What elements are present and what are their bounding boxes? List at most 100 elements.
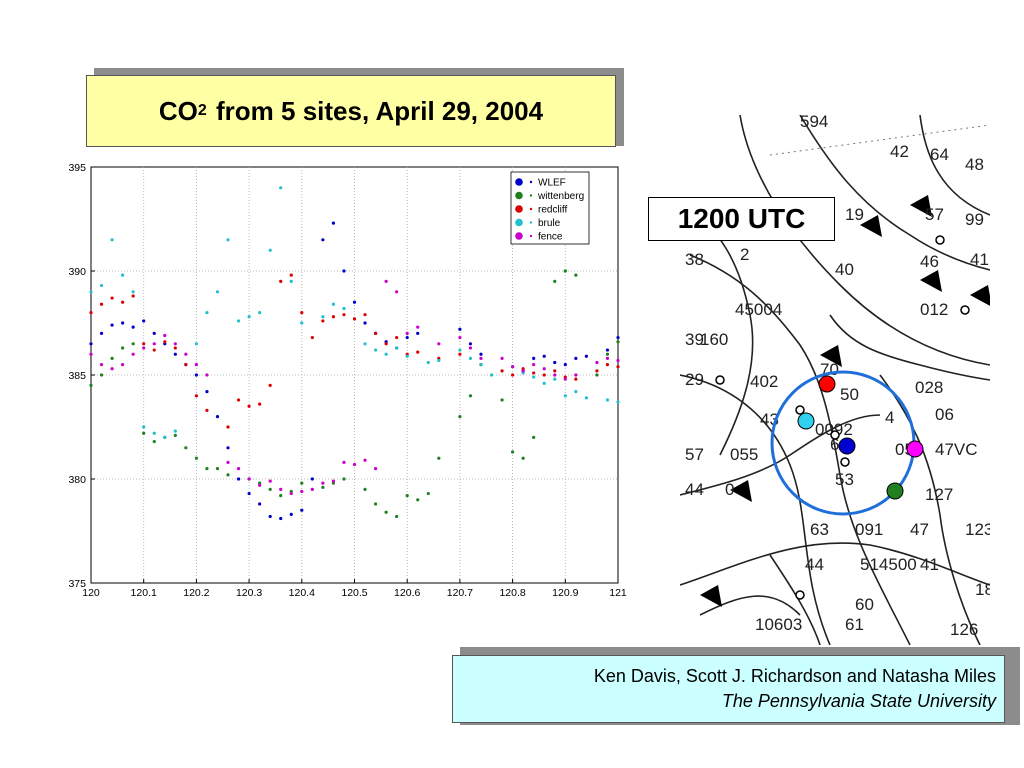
data-point — [416, 498, 420, 502]
data-point — [542, 381, 546, 385]
series-redcliff — [89, 273, 620, 429]
data-point — [268, 487, 272, 491]
co2-scatter-chart: 120 120.1 120.2 120.3 120.4 120.5 120.6 120.7 12… — [68, 162, 627, 599]
station-label: 160 — [700, 330, 728, 349]
data-point — [373, 467, 378, 471]
data-point — [595, 373, 599, 377]
data-point — [363, 342, 367, 346]
front-symbol — [700, 585, 722, 607]
station-label: 45004 — [735, 300, 782, 319]
data-point — [342, 460, 346, 464]
data-point — [574, 390, 578, 394]
isobar-line — [769, 554, 821, 645]
data-point — [310, 477, 314, 481]
data-point — [89, 352, 93, 356]
data-point — [152, 342, 156, 346]
data-point — [426, 360, 430, 365]
station-label: 57 — [925, 205, 944, 224]
data-point — [142, 425, 146, 429]
data-point — [542, 354, 546, 358]
data-point — [205, 373, 209, 377]
station-circle — [840, 457, 850, 467]
legend-label: fence — [538, 232, 563, 243]
data-point — [511, 373, 515, 377]
data-point — [205, 408, 209, 412]
data-point — [99, 302, 104, 306]
data-point — [373, 348, 378, 352]
data-point — [89, 342, 93, 346]
data-point — [184, 446, 188, 450]
data-point — [405, 494, 409, 498]
x-tick-label: 121 — [609, 587, 627, 599]
data-point — [268, 514, 272, 519]
x-tick-label: 120.6 — [394, 587, 420, 599]
data-point — [226, 460, 230, 464]
front-symbol — [970, 285, 990, 306]
data-point — [553, 373, 557, 377]
station-label: 42 — [890, 142, 909, 161]
station-label: 46 — [920, 252, 939, 271]
data-point — [121, 300, 125, 304]
data-point — [584, 396, 588, 400]
front-symbol — [910, 195, 932, 217]
data-point — [300, 508, 304, 512]
data-point — [142, 431, 146, 435]
data-point — [574, 377, 578, 381]
series-fence — [89, 279, 620, 496]
data-point — [468, 394, 473, 398]
data-point — [300, 481, 304, 485]
slide-title: CO 2 from 5 sites, April 29, 2004 — [86, 75, 616, 147]
station-label: 39 — [685, 330, 704, 349]
data-point — [331, 479, 336, 483]
data-point — [226, 238, 230, 242]
isobar-line — [689, 254, 911, 645]
station-label: 402 — [750, 372, 778, 391]
data-point — [184, 363, 188, 367]
data-point — [163, 333, 167, 338]
data-point — [500, 369, 504, 373]
data-point — [416, 325, 420, 329]
station-label: 2 — [740, 245, 749, 264]
data-point — [110, 238, 114, 242]
title-co: CO — [158, 95, 198, 126]
station-label: 47VC — [935, 440, 978, 459]
x-tick-label: 120.9 — [552, 587, 578, 599]
station-label: 514500 — [860, 555, 917, 574]
station-label: 40 — [835, 260, 854, 279]
y-tick-label: 380 — [68, 474, 86, 486]
data-point — [605, 398, 610, 402]
data-point — [458, 352, 462, 356]
data-point — [194, 373, 198, 377]
isobar-line — [680, 414, 881, 496]
data-point — [363, 487, 367, 491]
data-point — [532, 363, 536, 367]
data-point — [236, 467, 241, 471]
data-point — [458, 348, 462, 352]
data-point — [500, 356, 504, 360]
data-point — [373, 502, 378, 506]
data-point — [205, 311, 209, 315]
data-point — [121, 273, 125, 277]
data-point — [373, 331, 378, 335]
legend-marker — [515, 218, 523, 227]
data-point — [247, 477, 251, 481]
data-point — [121, 346, 125, 350]
data-point — [194, 456, 198, 460]
data-point — [142, 346, 146, 350]
data-point — [89, 383, 93, 387]
isobar-line — [919, 115, 990, 216]
data-point — [352, 300, 357, 304]
station-circle — [795, 405, 805, 415]
data-point — [532, 435, 536, 439]
data-point — [279, 487, 283, 491]
data-point — [331, 302, 336, 306]
data-point — [89, 311, 93, 315]
data-point — [268, 479, 272, 483]
data-point — [595, 360, 599, 365]
data-point — [553, 360, 557, 365]
data-point — [553, 369, 557, 373]
data-point — [511, 365, 515, 369]
data-point — [194, 342, 198, 346]
x-tick-label: 120.8 — [499, 587, 525, 599]
title-subscript: 2 — [197, 102, 207, 119]
